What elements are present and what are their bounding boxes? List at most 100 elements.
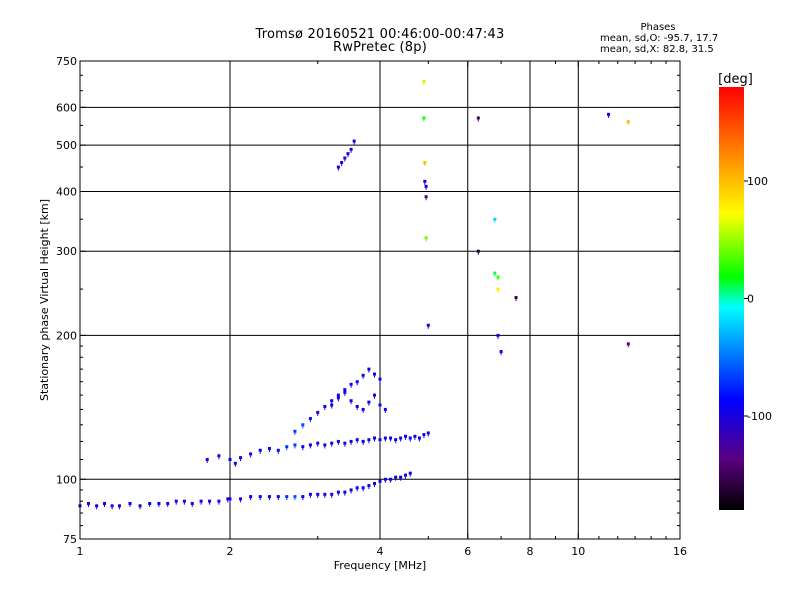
- data-point: [276, 495, 280, 499]
- colorbar-label: [deg]: [718, 72, 753, 87]
- y-tick-label: 300: [56, 245, 77, 258]
- data-point: [293, 443, 297, 447]
- data-point: [117, 504, 121, 508]
- data-point-tail: [368, 487, 370, 490]
- data-point-tail: [500, 353, 502, 356]
- data-point-tail: [191, 504, 193, 507]
- data-point-tail: [309, 495, 311, 498]
- data-point: [352, 139, 356, 143]
- data-point: [336, 439, 340, 443]
- data-point-tail: [362, 442, 364, 445]
- data-point-tail: [608, 115, 610, 118]
- trace-E-main: [228, 471, 412, 503]
- data-point: [174, 499, 178, 503]
- data-point: [355, 380, 359, 384]
- data-point-tail: [390, 480, 392, 483]
- data-point: [330, 399, 334, 403]
- data-point: [285, 495, 289, 499]
- data-point-tail: [368, 441, 370, 444]
- data-point: [343, 490, 347, 494]
- data-point: [308, 417, 312, 421]
- data-point: [208, 499, 212, 503]
- data-point: [343, 390, 347, 394]
- trace-low-E: [78, 497, 230, 510]
- data-point-tail: [350, 491, 352, 494]
- data-point-tail: [427, 326, 429, 329]
- data-point-tail: [309, 420, 311, 423]
- data-point-tail: [477, 252, 479, 255]
- data-point-tail: [268, 449, 270, 452]
- data-point: [301, 423, 305, 427]
- data-point-tail: [362, 376, 364, 379]
- data-point-tail: [317, 444, 319, 447]
- data-point: [355, 438, 359, 442]
- data-point: [424, 184, 428, 188]
- data-point-tail: [209, 502, 211, 505]
- data-point: [607, 112, 611, 116]
- data-point-tail: [277, 451, 279, 454]
- data-point: [424, 195, 428, 199]
- data-point: [408, 471, 412, 475]
- data-point: [110, 504, 114, 508]
- data-point: [336, 396, 340, 400]
- data-point-tail: [350, 385, 352, 388]
- data-point: [293, 429, 297, 433]
- data-point: [476, 116, 480, 120]
- data-point-tail: [277, 498, 279, 501]
- phases-title: Phases: [640, 22, 676, 33]
- data-point: [373, 481, 377, 485]
- data-point: [349, 147, 353, 151]
- y-tick-label: 500: [56, 139, 77, 152]
- data-point-tail: [414, 437, 416, 440]
- data-point-tail: [337, 168, 339, 171]
- data-point: [239, 497, 243, 501]
- data-point-tail: [409, 474, 411, 477]
- data-point: [426, 431, 430, 435]
- data-point-tail: [268, 498, 270, 501]
- data-point: [95, 504, 99, 508]
- data-point-tail: [317, 495, 319, 498]
- data-point-tail: [497, 278, 499, 281]
- data-point: [239, 456, 243, 460]
- data-point-tail: [356, 407, 358, 410]
- data-point-tail: [139, 507, 141, 510]
- data-point: [399, 475, 403, 479]
- data-point: [493, 217, 497, 221]
- data-point: [422, 79, 426, 83]
- data-point-tail: [423, 119, 425, 122]
- data-point: [399, 436, 403, 440]
- data-point: [378, 438, 382, 442]
- data-point: [422, 433, 426, 437]
- data-point-tail: [347, 155, 349, 158]
- data-point-tail: [425, 198, 427, 201]
- data-point-tail: [356, 383, 358, 386]
- data-point-tail: [368, 370, 370, 373]
- data-point: [389, 436, 393, 440]
- data-point-tail: [425, 239, 427, 242]
- data-point-tail: [317, 413, 319, 416]
- data-point-tail: [344, 159, 346, 162]
- y-axis: 75 100 200 300 400 500 600 750: [56, 55, 680, 546]
- data-point: [323, 404, 327, 408]
- data-point: [103, 501, 107, 505]
- data-point-tail: [337, 493, 339, 496]
- data-point: [267, 446, 271, 450]
- data-point: [336, 165, 340, 169]
- data-point: [367, 484, 371, 488]
- data-point-tail: [379, 482, 381, 485]
- data-point: [323, 443, 327, 447]
- data-point: [349, 382, 353, 386]
- data-point: [336, 490, 340, 494]
- data-point: [389, 477, 393, 481]
- data-point-tail: [218, 457, 220, 460]
- data-point-tail: [200, 502, 202, 505]
- colorbar-ticks: 100 0 -100: [744, 175, 772, 423]
- data-point: [199, 499, 203, 503]
- data-point: [336, 393, 340, 397]
- data-point-tail: [350, 150, 352, 153]
- data-point-tail: [374, 484, 376, 487]
- data-point: [383, 436, 387, 440]
- data-point: [330, 403, 334, 407]
- data-point-tail: [331, 406, 333, 409]
- data-point: [378, 377, 382, 381]
